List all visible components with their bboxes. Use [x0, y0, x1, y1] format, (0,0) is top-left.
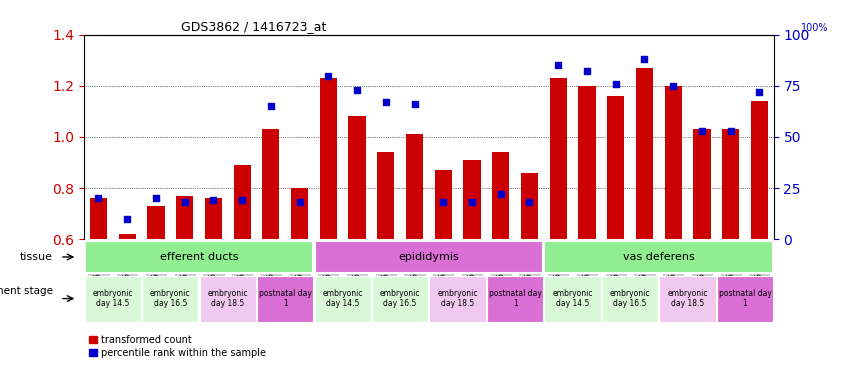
FancyBboxPatch shape — [487, 276, 543, 321]
Bar — [147, 206, 165, 239]
Bar — [348, 116, 366, 239]
Text: epididymis: epididymis — [399, 252, 459, 262]
Text: embryonic
day 16.5: embryonic day 16.5 — [380, 289, 420, 308]
Bar — [751, 101, 768, 239]
Text: development stage: development stage — [0, 286, 53, 296]
FancyBboxPatch shape — [659, 276, 716, 321]
FancyBboxPatch shape — [315, 276, 371, 321]
Text: embryonic
day 14.5: embryonic day 14.5 — [93, 289, 133, 308]
Bar — [262, 129, 279, 239]
Bar — [463, 160, 480, 239]
Point — [494, 191, 507, 197]
FancyBboxPatch shape — [142, 276, 198, 321]
Bar — [320, 78, 337, 239]
Point — [637, 56, 651, 62]
Text: embryonic
day 16.5: embryonic day 16.5 — [150, 289, 191, 308]
Point — [724, 128, 738, 134]
FancyBboxPatch shape — [544, 276, 600, 321]
Point — [149, 195, 162, 202]
Point — [207, 197, 220, 204]
Point — [264, 103, 278, 109]
Bar — [119, 234, 136, 239]
Bar — [664, 86, 682, 239]
Text: vas deferens: vas deferens — [623, 252, 695, 262]
Bar — [693, 129, 711, 239]
Point — [696, 128, 709, 134]
Bar — [492, 152, 510, 239]
Point — [351, 87, 364, 93]
Text: embryonic
day 14.5: embryonic day 14.5 — [322, 289, 363, 308]
Bar — [636, 68, 653, 239]
Legend: transformed count, percentile rank within the sample: transformed count, percentile rank withi… — [89, 334, 266, 358]
FancyBboxPatch shape — [85, 276, 141, 321]
FancyBboxPatch shape — [257, 276, 314, 321]
FancyBboxPatch shape — [199, 276, 256, 321]
Text: efferent ducts: efferent ducts — [160, 252, 238, 262]
Bar — [176, 196, 193, 239]
Bar — [435, 170, 452, 239]
Point — [408, 101, 421, 107]
Y-axis label: 100%: 100% — [801, 23, 829, 33]
Point — [580, 68, 594, 74]
Text: tissue: tissue — [20, 252, 53, 262]
Bar — [377, 152, 394, 239]
Point — [293, 199, 306, 205]
Point — [92, 195, 105, 202]
Bar — [406, 134, 423, 239]
Text: embryonic
day 18.5: embryonic day 18.5 — [667, 289, 708, 308]
Text: GDS3862 / 1416723_at: GDS3862 / 1416723_at — [181, 20, 326, 33]
Bar — [579, 86, 595, 239]
Point — [120, 216, 134, 222]
Point — [436, 199, 450, 205]
Point — [178, 199, 192, 205]
Bar — [521, 173, 538, 239]
Point — [321, 73, 335, 79]
FancyBboxPatch shape — [602, 276, 659, 321]
Text: embryonic
day 16.5: embryonic day 16.5 — [610, 289, 650, 308]
Bar — [291, 188, 308, 239]
Bar — [90, 199, 107, 239]
Bar — [549, 78, 567, 239]
FancyBboxPatch shape — [544, 241, 773, 273]
Text: embryonic
day 18.5: embryonic day 18.5 — [437, 289, 478, 308]
Bar — [607, 96, 624, 239]
Point — [523, 199, 537, 205]
Point — [235, 197, 249, 204]
FancyBboxPatch shape — [315, 241, 543, 273]
Point — [465, 199, 479, 205]
Point — [379, 99, 393, 105]
Bar — [205, 199, 222, 239]
Text: postnatal day
1: postnatal day 1 — [489, 289, 542, 308]
Bar — [722, 129, 739, 239]
Point — [666, 83, 680, 89]
FancyBboxPatch shape — [372, 276, 428, 321]
FancyBboxPatch shape — [85, 241, 314, 273]
FancyBboxPatch shape — [430, 276, 486, 321]
Bar — [234, 165, 251, 239]
Text: postnatal day
1: postnatal day 1 — [718, 289, 771, 308]
Point — [552, 62, 565, 68]
FancyBboxPatch shape — [717, 276, 773, 321]
Text: embryonic
day 14.5: embryonic day 14.5 — [553, 289, 593, 308]
Point — [753, 89, 766, 95]
Text: postnatal day
1: postnatal day 1 — [259, 289, 312, 308]
Point — [609, 81, 622, 87]
Text: embryonic
day 18.5: embryonic day 18.5 — [208, 289, 248, 308]
